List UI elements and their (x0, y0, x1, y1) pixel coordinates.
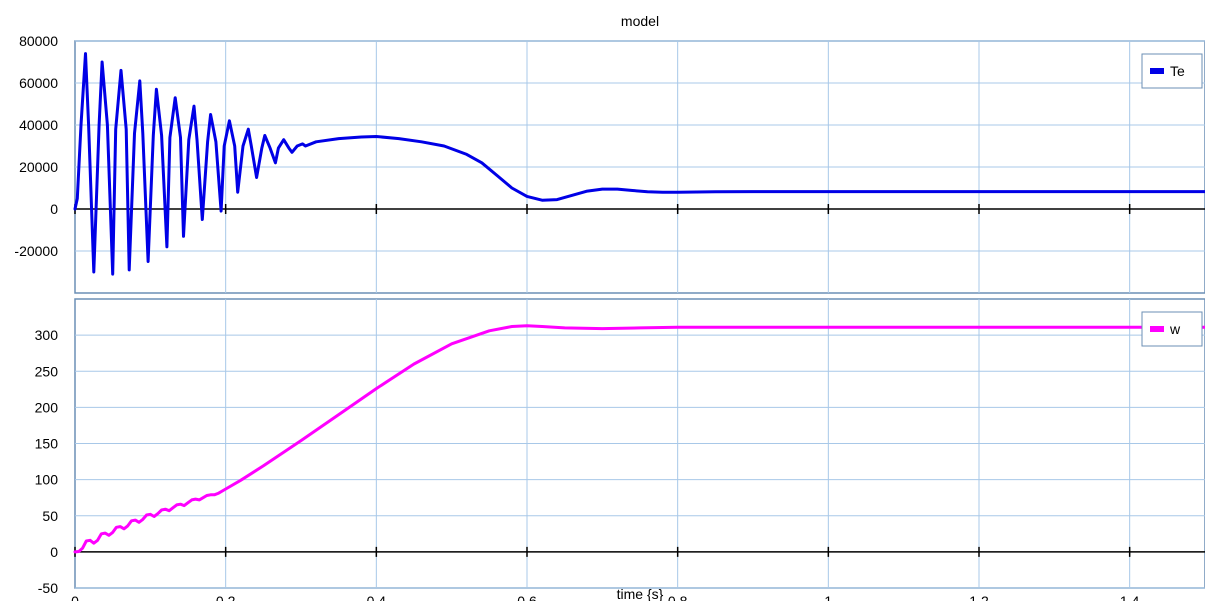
x-tick-label: 0.2 (216, 593, 236, 601)
y-tick-label: 200 (35, 399, 59, 415)
series-line-w (73, 324, 1205, 554)
x-axis-label: time {s} (617, 586, 664, 601)
y-tick-label: 60000 (19, 75, 58, 91)
y-tick-label: 300 (35, 327, 59, 343)
x-tick-label: 0.8 (668, 593, 688, 601)
legend: w (1141, 311, 1203, 347)
y-tick-label: 0 (50, 201, 58, 217)
x-tick-label: 1.4 (1120, 593, 1140, 601)
legend-label: Te (1170, 63, 1185, 79)
y-tick-label: 40000 (19, 117, 58, 133)
legend-swatch (1150, 68, 1164, 74)
legend: Te (1141, 53, 1203, 89)
y-tick-label: 0 (50, 544, 58, 560)
y-tick-label: -50 (38, 580, 58, 596)
legend-swatch (1150, 326, 1164, 332)
torque-plot-panel: -20000 0 20000 40000 60000 80000 Te (14, 33, 1205, 294)
legend-label: w (1169, 321, 1181, 337)
x-tick-label: 1 (824, 593, 832, 601)
y-tick-label: 150 (35, 436, 59, 452)
x-tick-label: 1.2 (969, 593, 989, 601)
y-tick-label: 20000 (19, 159, 58, 175)
y-tick-label: 250 (35, 363, 59, 379)
y-tick-label: -20000 (14, 243, 58, 259)
y-tick-label: 50 (42, 508, 58, 524)
speed-plot-panel: 0 0.2 0.4 0.6 0.8 1 1.2 1.4 -50 0 50 100 150 200 250 30… (35, 298, 1205, 606)
series-line-Te (73, 52, 1205, 276)
figure-title: model (621, 13, 659, 29)
x-tick-label: 0.4 (367, 593, 387, 601)
y-tick-label: 80000 (19, 33, 58, 49)
x-tick-label: 0 (71, 593, 79, 601)
x-tick-label: 0.6 (517, 593, 537, 601)
y-tick-label: 100 (35, 472, 59, 488)
